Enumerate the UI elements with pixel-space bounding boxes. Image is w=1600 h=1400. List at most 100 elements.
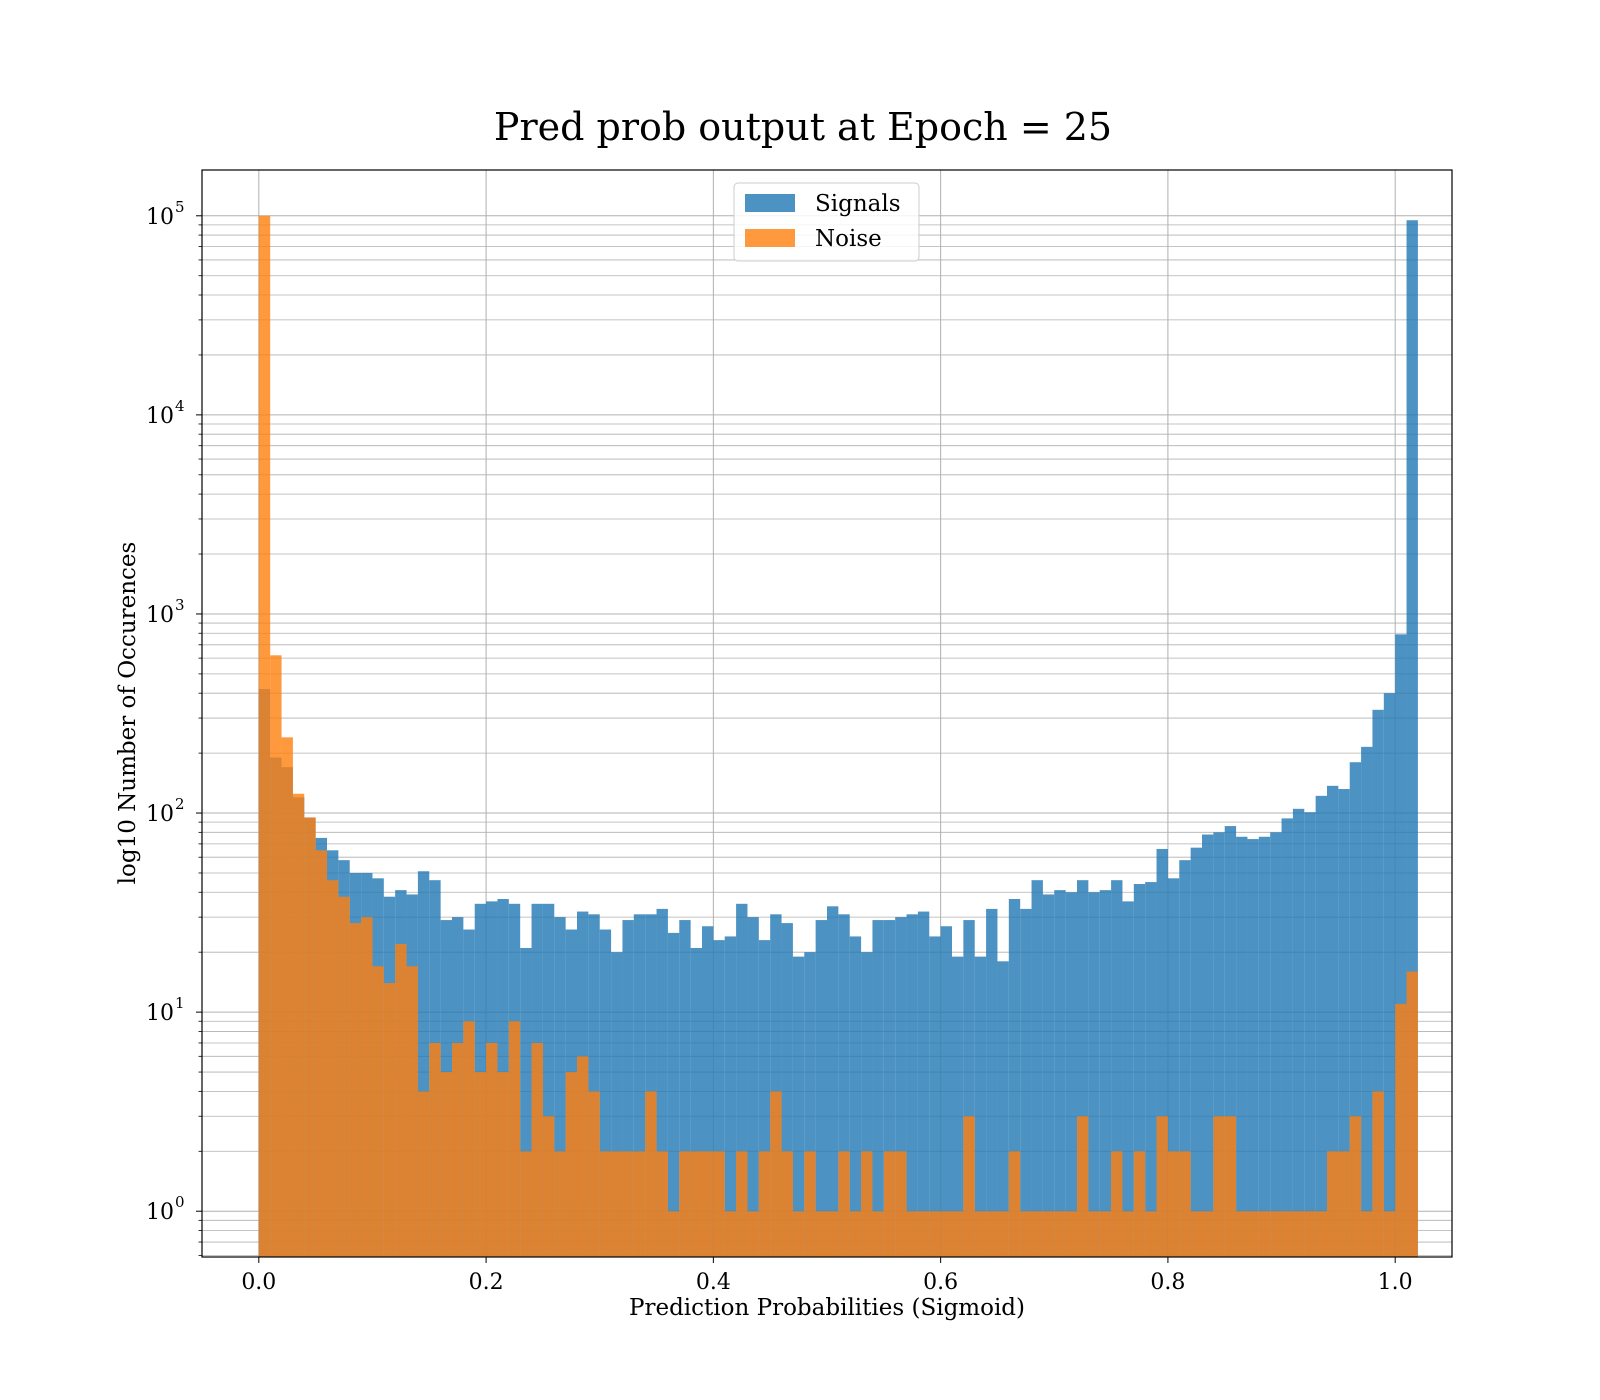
bar-signals: [1031, 880, 1043, 1257]
bar-noise: [1167, 1151, 1180, 1257]
bar-noise: [1224, 1116, 1237, 1257]
chart-title: Pred prob output at Epoch = 25: [494, 105, 1112, 149]
bar-signals: [1111, 880, 1123, 1257]
bar-noise: [429, 1042, 441, 1257]
bar-noise: [645, 1091, 657, 1257]
bar-signals: [1349, 762, 1362, 1257]
bar-signals: [736, 903, 748, 1257]
bar-noise: [736, 1151, 748, 1257]
bar-noise: [1133, 1151, 1146, 1257]
bar-signals: [1145, 882, 1157, 1257]
bar-signals: [1270, 832, 1282, 1257]
bar-noise: [1099, 1211, 1112, 1257]
bar-noise: [531, 1042, 543, 1257]
bar-signals: [929, 936, 941, 1257]
bar-signals: [906, 914, 918, 1257]
bar-signals: [1213, 832, 1225, 1257]
bar-signals: [1042, 894, 1055, 1257]
bar-signals: [883, 920, 896, 1257]
bar-noise: [838, 1151, 850, 1257]
bar-noise: [622, 1151, 634, 1257]
bar-signals: [1190, 847, 1202, 1257]
bar-noise: [906, 1211, 918, 1257]
bar-noise: [849, 1211, 862, 1257]
bar-noise: [1327, 1151, 1339, 1257]
bar-signals: [986, 908, 998, 1257]
bar-noise: [1338, 1151, 1350, 1257]
bar-signals: [645, 914, 657, 1257]
bar-noise: [383, 983, 396, 1257]
bar-signals: [542, 903, 555, 1257]
bar-signals: [1236, 836, 1248, 1257]
bar-noise: [1020, 1211, 1032, 1257]
bar-noise: [1315, 1211, 1327, 1257]
bar-signals: [781, 923, 793, 1257]
bar-signals: [1406, 220, 1418, 1258]
bar-signals: [974, 956, 987, 1257]
bar-noise: [452, 1042, 464, 1257]
bar-noise: [952, 1211, 964, 1257]
bar-noise: [656, 1151, 668, 1257]
bar-noise: [770, 1091, 782, 1257]
y-tick-exponent: 3: [175, 596, 185, 614]
bar-noise: [395, 943, 407, 1257]
bar-noise: [1065, 1211, 1077, 1257]
x-tick-label: 1.0: [1378, 1270, 1413, 1295]
bar-noise: [861, 1151, 873, 1257]
bar-noise: [804, 1151, 816, 1257]
bar-signals: [758, 940, 771, 1257]
bar-signals: [1088, 892, 1100, 1257]
bar-noise: [1054, 1211, 1066, 1257]
bar-noise: [1349, 1116, 1362, 1257]
bar-signals: [770, 914, 782, 1257]
bar-noise: [872, 1211, 884, 1257]
bar-signals: [1065, 892, 1077, 1257]
bar-noise: [690, 1151, 702, 1257]
bar-signals: [702, 926, 714, 1257]
bar-signals: [1292, 808, 1305, 1257]
bar-noise: [1111, 1151, 1123, 1257]
x-tick-label: 0.4: [696, 1270, 731, 1295]
bar-signals: [622, 920, 634, 1257]
bar-noise: [361, 917, 373, 1257]
y-tick-exponent: 0: [175, 1193, 185, 1211]
legend: Signals Noise: [733, 182, 920, 262]
bar-signals: [849, 936, 862, 1257]
bar-noise: [338, 896, 350, 1257]
bars-layer: [258, 215, 1418, 1258]
bar-noise: [667, 1211, 680, 1257]
y-tick-label: 10: [146, 603, 174, 628]
bar-signals: [611, 952, 623, 1257]
y-tick-label: 10: [146, 404, 174, 429]
bar-noise: [520, 1151, 532, 1257]
bar-noise: [292, 793, 305, 1257]
bar-signals: [1077, 880, 1089, 1257]
x-axis-label: Prediction Probabilities (Sigmoid): [629, 1295, 1025, 1321]
bar-noise: [349, 923, 362, 1257]
bar-signals: [1054, 890, 1066, 1257]
bar-noise: [554, 1151, 566, 1257]
bar-noise: [713, 1151, 725, 1257]
bar-signals: [1281, 818, 1293, 1257]
bar-signals: [804, 952, 816, 1257]
bar-noise: [508, 1021, 521, 1257]
bar-signals: [520, 947, 532, 1257]
bar-noise: [1213, 1116, 1225, 1257]
y-tick-exponent: 1: [175, 994, 185, 1012]
bar-signals: [713, 940, 725, 1257]
bar-signals: [1338, 789, 1350, 1257]
bar-noise: [724, 1211, 737, 1257]
bar-noise: [1361, 1211, 1373, 1257]
y-tick-label: 10: [146, 1001, 174, 1026]
bar-signals: [1327, 785, 1339, 1257]
bar-noise: [1395, 1003, 1407, 1257]
bar-signals: [588, 914, 600, 1257]
bar-signals: [667, 932, 680, 1257]
y-tick-exponent: 5: [175, 198, 185, 216]
bar-noise: [542, 1116, 555, 1257]
bar-signals: [1099, 890, 1112, 1257]
bar-noise: [633, 1151, 646, 1257]
bar-noise: [883, 1151, 896, 1257]
bar-signals: [679, 920, 691, 1257]
